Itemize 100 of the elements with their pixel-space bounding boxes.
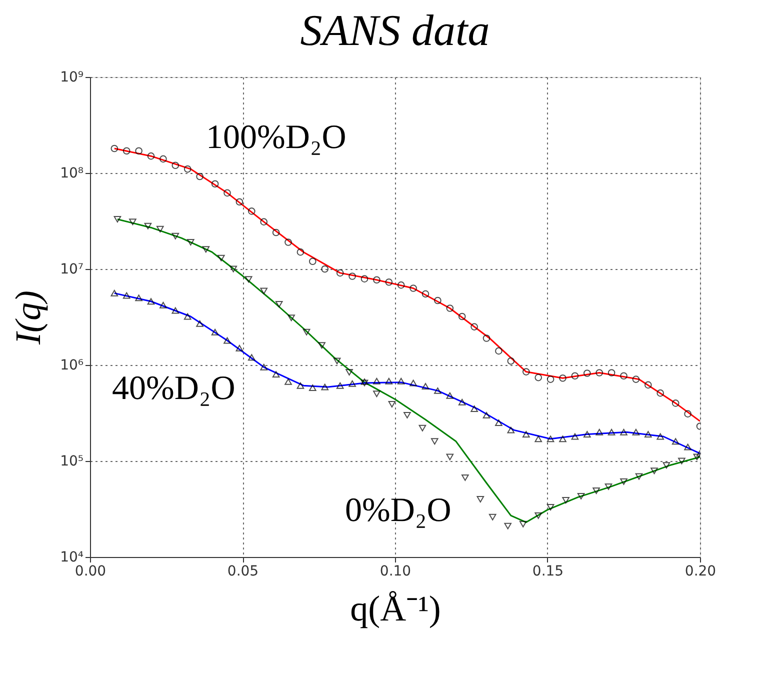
point (592, 488, 600, 494)
point (507, 426, 515, 434)
point (507, 357, 515, 365)
point (644, 431, 652, 438)
point (321, 384, 329, 390)
point (388, 401, 396, 408)
point (296, 382, 304, 389)
point (410, 380, 417, 386)
point (519, 520, 527, 528)
point (534, 436, 542, 442)
point (385, 278, 393, 286)
point (596, 428, 604, 436)
point (608, 369, 616, 376)
point (348, 272, 356, 280)
point (129, 218, 136, 226)
x-tick-label: 0.00 (74, 564, 106, 580)
point (662, 462, 670, 469)
point (196, 172, 204, 180)
y-tick-label: 10⁵ (60, 454, 84, 470)
point (160, 155, 167, 163)
point (650, 468, 658, 474)
point (446, 454, 454, 460)
x-tick-label: 0.20 (684, 564, 716, 580)
point (644, 381, 652, 389)
point (172, 232, 180, 240)
point (202, 246, 210, 253)
point (604, 483, 612, 490)
point (288, 314, 295, 322)
y-tick-label: 10⁴ (60, 550, 84, 566)
point (321, 265, 329, 273)
point (546, 376, 554, 383)
point (571, 433, 579, 440)
point (684, 444, 692, 450)
point (410, 284, 417, 292)
point (476, 496, 484, 502)
point (562, 497, 570, 504)
point (211, 180, 219, 188)
y-tick-label: 10⁶ (60, 358, 84, 374)
point (224, 337, 231, 344)
point (534, 374, 542, 382)
point (211, 328, 219, 336)
point (318, 342, 326, 349)
point (482, 412, 490, 418)
point (346, 369, 353, 376)
point (248, 354, 256, 361)
point (217, 254, 225, 262)
point (458, 398, 466, 406)
point (284, 238, 292, 246)
point (446, 304, 454, 312)
point (672, 400, 680, 407)
point (110, 144, 118, 152)
point (296, 248, 304, 256)
point (360, 275, 368, 282)
point (620, 478, 628, 485)
point (546, 436, 554, 442)
point (172, 162, 180, 170)
point (559, 374, 566, 382)
point (608, 428, 616, 436)
point (186, 239, 194, 246)
point (275, 300, 283, 308)
point (404, 412, 411, 418)
point (272, 228, 280, 236)
point (156, 226, 164, 232)
point (248, 208, 256, 215)
point (114, 216, 122, 222)
point (656, 433, 664, 440)
point (504, 522, 512, 530)
point (693, 454, 700, 460)
point (672, 438, 680, 445)
point (244, 276, 252, 283)
point (434, 296, 442, 304)
point (302, 328, 310, 336)
x-tick-label: 0.05 (227, 564, 259, 580)
point (348, 380, 356, 387)
y-axis-title: I(q) (8, 290, 48, 346)
point (260, 288, 268, 294)
annotation: 40%D₂O (112, 370, 236, 407)
point (583, 431, 591, 438)
point (534, 512, 542, 519)
point (397, 378, 405, 384)
point (522, 431, 530, 438)
point (635, 473, 643, 480)
point (418, 424, 426, 432)
point (236, 344, 244, 352)
point (336, 269, 344, 277)
x-tick-label: 0.10 (380, 564, 412, 580)
chart-title: SANS data (300, 6, 490, 55)
point (488, 514, 496, 520)
point (684, 410, 692, 418)
point (458, 312, 466, 320)
point (495, 347, 502, 355)
annotation: 0%D₂O (345, 492, 452, 529)
point (147, 298, 155, 305)
point (333, 358, 341, 364)
y-tick-label: 10⁸ (60, 166, 84, 182)
point (482, 334, 490, 342)
point (230, 266, 238, 272)
point (260, 218, 268, 226)
x-tick-label: 0.15 (532, 564, 564, 580)
point (135, 294, 142, 302)
